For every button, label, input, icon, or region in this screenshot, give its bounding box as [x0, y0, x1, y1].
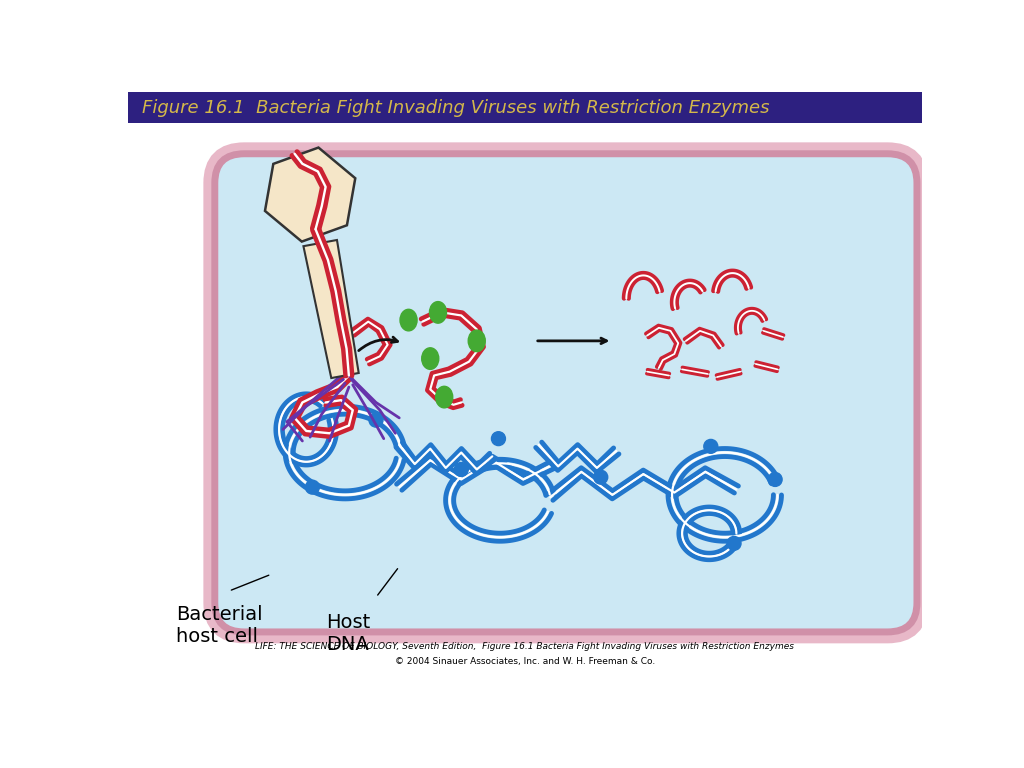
Ellipse shape: [422, 348, 438, 369]
Text: Figure 16.1  Bacteria Fight Invading Viruses with Restriction Enzymes: Figure 16.1 Bacteria Fight Invading Viru…: [142, 99, 769, 117]
Circle shape: [369, 413, 383, 427]
FancyBboxPatch shape: [212, 151, 920, 635]
Circle shape: [492, 432, 506, 445]
Polygon shape: [265, 147, 355, 242]
FancyBboxPatch shape: [215, 154, 916, 632]
Circle shape: [768, 472, 782, 486]
Ellipse shape: [429, 302, 446, 323]
Text: © 2004 Sinauer Associates, Inc. and W. H. Freeman & Co.: © 2004 Sinauer Associates, Inc. and W. H…: [394, 657, 655, 667]
Ellipse shape: [468, 330, 485, 352]
Circle shape: [455, 462, 468, 476]
Text: LIFE: THE SCIENCE OF BIOLOGY, Seventh Edition,  Figure 16.1 Bacteria Fight Invad: LIFE: THE SCIENCE OF BIOLOGY, Seventh Ed…: [255, 642, 795, 651]
Text: Host
DNA: Host DNA: [326, 613, 370, 654]
Circle shape: [594, 470, 607, 484]
FancyBboxPatch shape: [128, 92, 922, 123]
Text: Bacterial
host cell: Bacterial host cell: [176, 605, 263, 646]
Ellipse shape: [435, 386, 453, 408]
Polygon shape: [303, 240, 358, 378]
Ellipse shape: [400, 310, 417, 331]
Circle shape: [305, 480, 319, 494]
Circle shape: [703, 439, 718, 453]
Circle shape: [727, 537, 741, 551]
